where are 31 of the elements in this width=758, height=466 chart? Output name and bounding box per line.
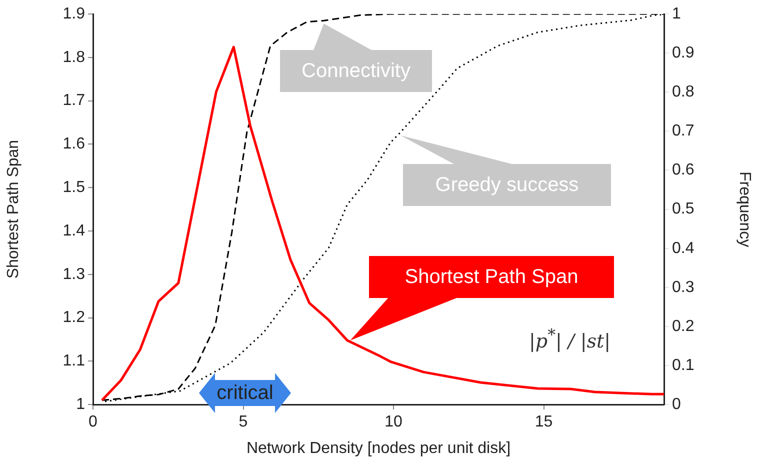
y-axis-title: Shortest Path Span bbox=[5, 140, 22, 279]
y2-tick-label: 0.7 bbox=[672, 122, 694, 140]
y-tick-label: 1.2 bbox=[62, 309, 86, 326]
y2-tick-label: 0.4 bbox=[672, 240, 694, 257]
y2-axis-title: Frequency bbox=[736, 172, 753, 248]
y2-tick-label: 0.2 bbox=[672, 318, 694, 335]
annotation: critical bbox=[216, 382, 274, 405]
y2-tick-label: 0.8 bbox=[672, 84, 694, 101]
x-tick-label: 15 bbox=[534, 414, 553, 431]
y2-tick-label: 0.5 bbox=[672, 200, 694, 218]
y-tick-label: 1.7 bbox=[62, 92, 86, 110]
x-tick-label: 10 bbox=[384, 414, 403, 431]
text: Shortest Path Span bbox=[369, 256, 614, 298]
y2-tick-label: 0.6 bbox=[672, 162, 694, 179]
y-tick-label: 1.4 bbox=[62, 222, 86, 240]
y2-tick-label: 0.3 bbox=[672, 278, 694, 296]
y2-tick-label: 0.9 bbox=[672, 44, 694, 62]
y2-tick-label: 0 bbox=[672, 396, 681, 414]
annotation: |p$^{*}$| / |st| bbox=[529, 324, 611, 352]
y-tick-label: 1.6 bbox=[62, 136, 86, 153]
y-tick-label: 1.8 bbox=[62, 48, 86, 66]
y-tick-label: 1.5 bbox=[62, 179, 86, 196]
x-tick-label: 5 bbox=[238, 414, 248, 431]
x-axis-title: Network Density [nodes per unit disk] bbox=[246, 440, 511, 457]
y-tick-label: 1 bbox=[76, 396, 86, 414]
y-tick-label: 1.1 bbox=[62, 352, 86, 370]
y-tick-label: 1.9 bbox=[62, 5, 86, 22]
x-tick-label: 0 bbox=[88, 414, 98, 431]
y2-tick-label: 1 bbox=[672, 5, 681, 22]
y2-tick-label: 0.1 bbox=[672, 356, 694, 374]
y-tick-label: 1.3 bbox=[62, 266, 86, 283]
